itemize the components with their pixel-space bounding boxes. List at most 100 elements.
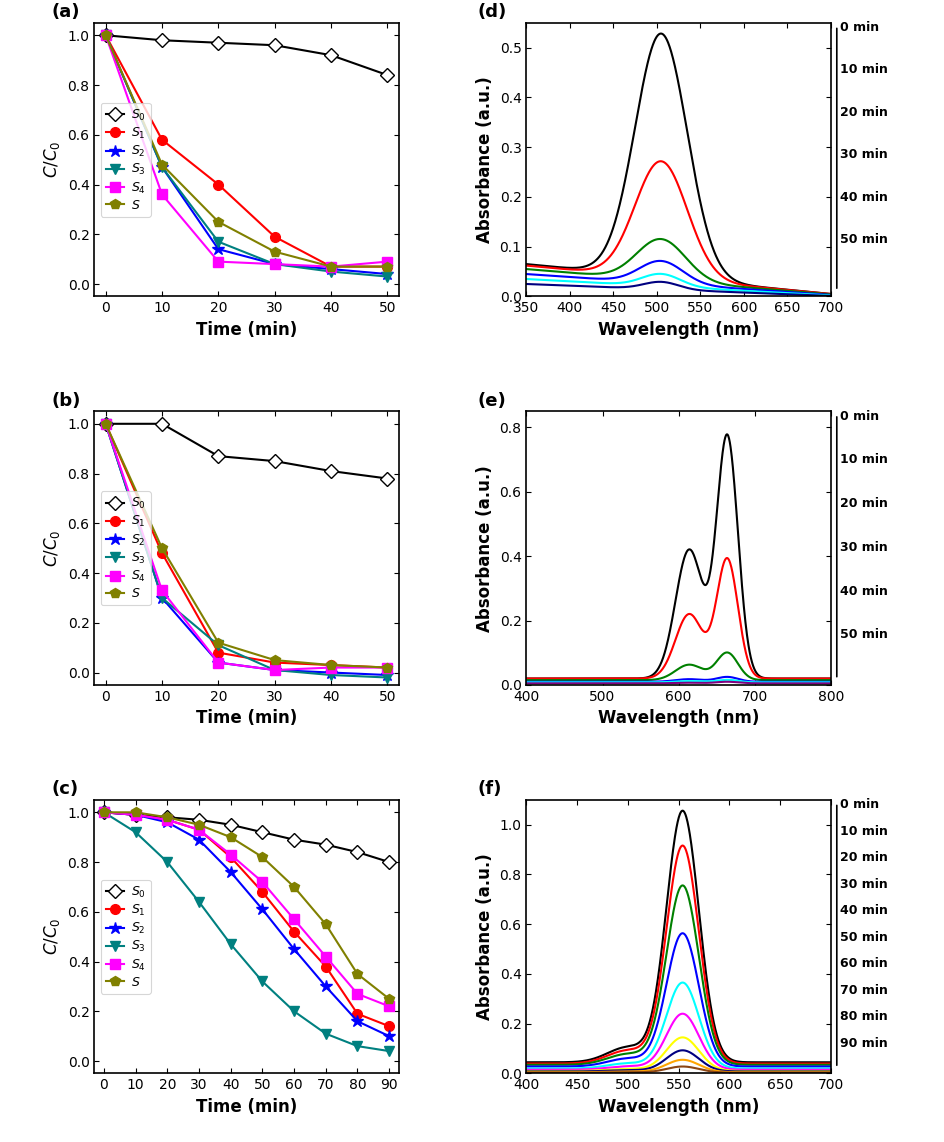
Line: $S$: $S$ — [101, 31, 393, 272]
$S_3$ — [98, 805, 110, 819]
$S_1$ — [326, 658, 337, 671]
$S_4$ — [194, 823, 205, 837]
Text: 70 min: 70 min — [840, 984, 887, 997]
$S$ — [326, 259, 337, 273]
$S_0$ — [320, 838, 331, 852]
Text: 80 min: 80 min — [840, 1011, 887, 1023]
$S_0$ — [157, 417, 168, 431]
$S_2$ — [157, 160, 168, 174]
$S_1$ — [269, 230, 280, 243]
$S_2$ — [257, 902, 268, 916]
$S_4$ — [269, 257, 280, 271]
$S_4$ — [130, 807, 142, 821]
$S_4$ — [326, 259, 337, 273]
$S_1$ — [269, 656, 280, 669]
$S_4$ — [383, 999, 395, 1013]
$S$ — [130, 805, 142, 819]
Line: $S_0$: $S_0$ — [101, 419, 393, 483]
$S_1$ — [100, 417, 111, 431]
Line: $S_3$: $S_3$ — [101, 419, 393, 683]
$S_3$ — [326, 668, 337, 682]
$S_3$ — [130, 826, 142, 839]
$S_3$ — [289, 1005, 300, 1019]
$S_4$ — [320, 950, 331, 964]
$S_0$ — [212, 35, 224, 49]
$S_0$ — [98, 805, 110, 819]
$S_2$ — [326, 263, 337, 276]
Text: (e): (e) — [478, 392, 507, 410]
Line: $S$: $S$ — [101, 419, 393, 673]
$S_4$ — [225, 847, 236, 861]
Text: 0 min: 0 min — [840, 798, 879, 811]
$S_0$ — [157, 33, 168, 47]
$S_0$ — [352, 845, 363, 859]
Text: 40 min: 40 min — [840, 191, 887, 203]
$S_2$ — [352, 1014, 363, 1028]
$S$ — [98, 805, 110, 819]
$S_3$ — [212, 235, 224, 249]
$S$ — [212, 215, 224, 228]
Y-axis label: Absorbance (a.u.): Absorbance (a.u.) — [476, 853, 494, 1020]
$S_1$ — [98, 805, 110, 819]
$S_1$ — [212, 178, 224, 192]
$S_1$ — [157, 546, 168, 560]
Text: 40 min: 40 min — [840, 585, 887, 597]
$S_3$ — [381, 270, 393, 283]
$S_2$ — [269, 664, 280, 677]
Legend: $S_0$, $S_1$, $S_2$, $S_3$, $S_4$, $S$: $S_0$, $S_1$, $S_2$, $S_3$, $S_4$, $S$ — [101, 879, 151, 994]
Legend: $S_0$, $S_1$, $S_2$, $S_3$, $S_4$, $S$: $S_0$, $S_1$, $S_2$, $S_3$, $S_4$, $S$ — [101, 103, 151, 217]
$S$ — [381, 259, 393, 273]
$S_4$ — [98, 805, 110, 819]
$S_2$ — [100, 417, 111, 431]
X-axis label: Wavelength (nm): Wavelength (nm) — [598, 1097, 759, 1116]
$S_0$ — [194, 813, 205, 827]
$S_1$ — [257, 885, 268, 899]
$S$ — [383, 992, 395, 1006]
Line: $S_1$: $S_1$ — [101, 31, 393, 272]
$S$ — [269, 244, 280, 258]
$S_3$ — [383, 1044, 395, 1057]
Text: 20 min: 20 min — [840, 497, 887, 510]
Line: $S_3$: $S_3$ — [101, 31, 393, 281]
$S_4$ — [100, 417, 111, 431]
Text: 50 min: 50 min — [840, 628, 887, 642]
Text: (a): (a) — [52, 3, 80, 22]
Text: 50 min: 50 min — [840, 233, 887, 246]
$S_0$ — [269, 39, 280, 53]
Line: $S_4$: $S_4$ — [101, 31, 393, 272]
$S$ — [212, 636, 224, 650]
X-axis label: Time (min): Time (min) — [196, 1097, 297, 1116]
Line: $S_3$: $S_3$ — [99, 807, 394, 1056]
Line: $S_0$: $S_0$ — [99, 807, 394, 867]
$S_0$ — [257, 826, 268, 839]
Line: $S_0$: $S_0$ — [101, 31, 393, 80]
Text: 0 min: 0 min — [840, 410, 879, 423]
$S_1$ — [100, 29, 111, 42]
$S$ — [157, 158, 168, 171]
Y-axis label: $C/C_0$: $C/C_0$ — [42, 918, 62, 956]
$S$ — [326, 658, 337, 671]
$S_2$ — [289, 942, 300, 956]
$S_1$ — [130, 807, 142, 821]
Text: 0 min: 0 min — [840, 21, 879, 34]
Text: 10 min: 10 min — [840, 64, 887, 77]
$S_3$ — [157, 592, 168, 605]
Legend: $S_0$, $S_1$, $S_2$, $S_3$, $S_4$, $S$: $S_0$, $S_1$, $S_2$, $S_3$, $S_4$, $S$ — [101, 491, 151, 605]
$S_2$ — [212, 656, 224, 669]
Text: 20 min: 20 min — [840, 851, 887, 864]
$S$ — [257, 851, 268, 864]
$S$ — [100, 29, 111, 42]
$S_3$ — [269, 257, 280, 271]
$S_4$ — [269, 664, 280, 677]
$S_3$ — [352, 1039, 363, 1053]
$S_4$ — [381, 661, 393, 675]
$S_2$ — [212, 242, 224, 256]
$S_1$ — [320, 959, 331, 973]
$S_2$ — [225, 866, 236, 879]
$S_2$ — [98, 805, 110, 819]
$S_0$ — [100, 29, 111, 42]
$S_4$ — [157, 187, 168, 201]
$S_1$ — [326, 259, 337, 273]
Text: 30 min: 30 min — [840, 878, 887, 891]
$S_0$ — [326, 48, 337, 62]
